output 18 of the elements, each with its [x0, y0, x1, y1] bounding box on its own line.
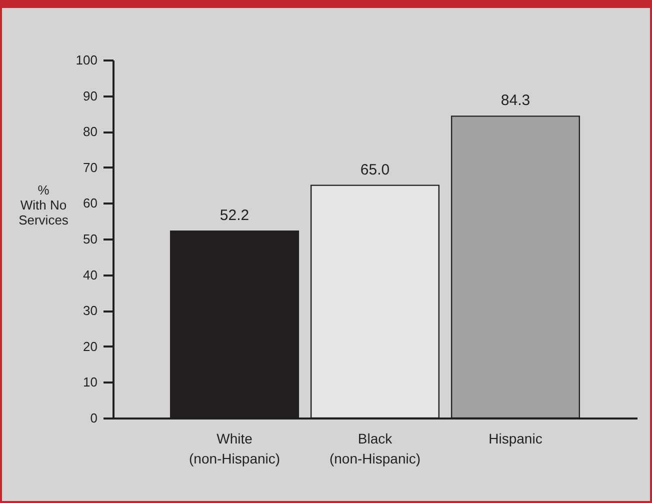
data-label: 84.3: [500, 92, 530, 110]
y-tick-label: 90: [83, 88, 98, 104]
y-tick-label: 70: [83, 160, 98, 175]
y-axis-title: % With No Services: [18, 182, 69, 228]
y-tick-label: 20: [83, 338, 98, 354]
y-tick-label: 30: [83, 303, 98, 318]
y-tick-label: 10: [83, 374, 98, 390]
y-tick-label: 40: [83, 267, 98, 282]
y-tick-label: 60: [83, 196, 98, 211]
y-tick-label: 80: [83, 124, 98, 140]
y-tick-label: 100: [76, 52, 98, 68]
y-tick-label: 50: [83, 232, 98, 246]
data-label: 52.2: [220, 207, 250, 224]
data-label: 65.0: [360, 161, 390, 178]
x-tick-label: Hispanic: [488, 430, 542, 446]
x-tick-label: Black (non-Hispanic): [329, 430, 421, 466]
x-tick-label: White (non-Hispanic): [188, 430, 280, 466]
y-tick-label: 0: [90, 410, 98, 426]
